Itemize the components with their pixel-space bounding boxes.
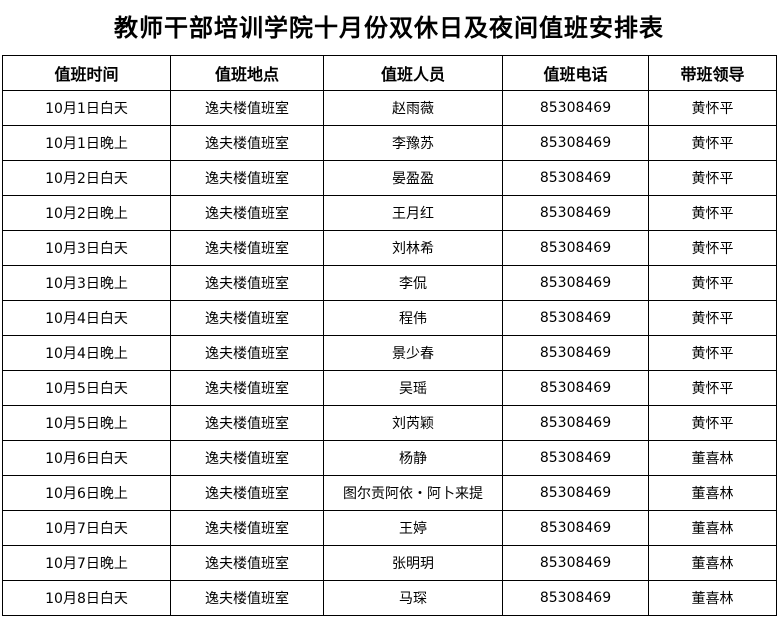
cell-duty-phone: 85308469: [502, 440, 649, 476]
cell-duty-location: 逸夫楼值班室: [170, 440, 324, 476]
cell-duty-location: 逸夫楼值班室: [170, 300, 324, 336]
cell-duty-time: 10月8日白天: [2, 580, 171, 616]
table-row: 10月6日晚上 逸夫楼值班室 图尔贡阿依・阿卜来提 85308469 董喜林: [2, 475, 777, 511]
cell-duty-phone: 85308469: [502, 230, 649, 266]
table-row: 10月3日晚上 逸夫楼值班室 李侃 85308469 黄怀平: [2, 265, 777, 301]
cell-duty-location: 逸夫楼值班室: [170, 230, 324, 266]
cell-leader: 董喜林: [648, 475, 777, 511]
cell-duty-staff: 程伟: [323, 300, 503, 336]
column-header-duty-time: 值班时间: [2, 55, 171, 91]
cell-leader: 董喜林: [648, 510, 777, 546]
table-row: 10月1日晚上 逸夫楼值班室 李豫苏 85308469 黄怀平: [2, 125, 777, 161]
cell-duty-time: 10月4日白天: [2, 300, 171, 336]
cell-duty-time: 10月1日白天: [2, 90, 171, 126]
cell-duty-location: 逸夫楼值班室: [170, 335, 324, 371]
cell-duty-time: 10月5日晚上: [2, 405, 171, 441]
cell-duty-time: 10月4日晚上: [2, 335, 171, 371]
cell-duty-location: 逸夫楼值班室: [170, 510, 324, 546]
cell-duty-phone: 85308469: [502, 125, 649, 161]
table-row: 10月1日白天 逸夫楼值班室 赵雨薇 85308469 黄怀平: [2, 90, 777, 126]
cell-duty-phone: 85308469: [502, 300, 649, 336]
duty-schedule-table: 值班时间 值班地点 值班人员 值班电话 带班领导 10月1日白天 逸夫楼值班室 赵雨薇 853…: [2, 55, 777, 616]
cell-duty-staff: 李豫苏: [323, 125, 503, 161]
cell-duty-phone: 85308469: [502, 405, 649, 441]
table-row: 10月3日白天 逸夫楼值班室 刘林希 85308469 黄怀平: [2, 230, 777, 266]
cell-leader: 董喜林: [648, 580, 777, 616]
table-row: 10月5日白天 逸夫楼值班室 吴瑶 85308469 黄怀平: [2, 370, 777, 406]
column-header-duty-phone: 值班电话: [502, 55, 649, 91]
cell-leader: 黄怀平: [648, 160, 777, 196]
cell-duty-staff: 吴瑶: [323, 370, 503, 406]
cell-duty-time: 10月7日白天: [2, 510, 171, 546]
table-row: 10月4日白天 逸夫楼值班室 程伟 85308469 黄怀平: [2, 300, 777, 336]
cell-duty-location: 逸夫楼值班室: [170, 405, 324, 441]
cell-leader: 黄怀平: [648, 90, 777, 126]
cell-duty-phone: 85308469: [502, 580, 649, 616]
cell-duty-location: 逸夫楼值班室: [170, 370, 324, 406]
cell-duty-phone: 85308469: [502, 510, 649, 546]
cell-duty-staff: 刘林希: [323, 230, 503, 266]
cell-duty-staff: 张明玥: [323, 545, 503, 581]
cell-duty-location: 逸夫楼值班室: [170, 475, 324, 511]
cell-duty-phone: 85308469: [502, 195, 649, 231]
cell-duty-phone: 85308469: [502, 90, 649, 126]
cell-leader: 黄怀平: [648, 370, 777, 406]
cell-duty-time: 10月3日白天: [2, 230, 171, 266]
cell-duty-staff: 景少春: [323, 335, 503, 371]
table-row: 10月7日白天 逸夫楼值班室 王婷 85308469 董喜林: [2, 510, 777, 546]
table-row: 10月8日白天 逸夫楼值班室 马琛 85308469 董喜林: [2, 580, 777, 616]
cell-leader: 董喜林: [648, 545, 777, 581]
cell-duty-time: 10月3日晚上: [2, 265, 171, 301]
cell-duty-time: 10月5日白天: [2, 370, 171, 406]
cell-duty-staff: 图尔贡阿依・阿卜来提: [323, 475, 503, 511]
cell-duty-phone: 85308469: [502, 545, 649, 581]
table-row: 10月7日晚上 逸夫楼值班室 张明玥 85308469 董喜林: [2, 545, 777, 581]
cell-duty-time: 10月6日晚上: [2, 475, 171, 511]
cell-leader: 黄怀平: [648, 265, 777, 301]
cell-duty-location: 逸夫楼值班室: [170, 195, 324, 231]
cell-duty-phone: 85308469: [502, 370, 649, 406]
cell-duty-staff: 王婷: [323, 510, 503, 546]
cell-duty-staff: 李侃: [323, 265, 503, 301]
cell-leader: 黄怀平: [648, 230, 777, 266]
cell-duty-time: 10月2日晚上: [2, 195, 171, 231]
cell-leader: 黄怀平: [648, 405, 777, 441]
cell-duty-staff: 王月红: [323, 195, 503, 231]
column-header-duty-location: 值班地点: [170, 55, 324, 91]
cell-duty-location: 逸夫楼值班室: [170, 545, 324, 581]
cell-duty-location: 逸夫楼值班室: [170, 125, 324, 161]
table-row: 10月5日晚上 逸夫楼值班室 刘芮颖 85308469 黄怀平: [2, 405, 777, 441]
table-row: 10月4日晚上 逸夫楼值班室 景少春 85308469 黄怀平: [2, 335, 777, 371]
cell-duty-staff: 赵雨薇: [323, 90, 503, 126]
cell-leader: 黄怀平: [648, 195, 777, 231]
cell-leader: 黄怀平: [648, 300, 777, 336]
table-row: 10月2日白天 逸夫楼值班室 晏盈盈 85308469 黄怀平: [2, 160, 777, 196]
column-header-duty-staff: 值班人员: [323, 55, 503, 91]
cell-duty-time: 10月2日白天: [2, 160, 171, 196]
cell-leader: 黄怀平: [648, 335, 777, 371]
cell-leader: 董喜林: [648, 440, 777, 476]
cell-duty-staff: 杨静: [323, 440, 503, 476]
page-title: 教师干部培训学院十月份双休日及夜间值班安排表: [114, 13, 664, 42]
cell-duty-phone: 85308469: [502, 160, 649, 196]
cell-leader: 黄怀平: [648, 125, 777, 161]
cell-duty-location: 逸夫楼值班室: [170, 160, 324, 196]
cell-duty-location: 逸夫楼值班室: [170, 265, 324, 301]
cell-duty-time: 10月6日白天: [2, 440, 171, 476]
cell-duty-time: 10月7日晚上: [2, 545, 171, 581]
cell-duty-staff: 刘芮颖: [323, 405, 503, 441]
cell-duty-time: 10月1日晚上: [2, 125, 171, 161]
cell-duty-staff: 晏盈盈: [323, 160, 503, 196]
cell-duty-location: 逸夫楼值班室: [170, 580, 324, 616]
cell-duty-staff: 马琛: [323, 580, 503, 616]
cell-duty-phone: 85308469: [502, 335, 649, 371]
cell-duty-phone: 85308469: [502, 265, 649, 301]
column-header-leader: 带班领导: [648, 55, 777, 91]
table-row: 10月6日白天 逸夫楼值班室 杨静 85308469 董喜林: [2, 440, 777, 476]
cell-duty-location: 逸夫楼值班室: [170, 90, 324, 126]
table-row: 10月2日晚上 逸夫楼值班室 王月红 85308469 黄怀平: [2, 195, 777, 231]
table-header-row: 值班时间 值班地点 值班人员 值班电话 带班领导: [2, 55, 777, 91]
cell-duty-phone: 85308469: [502, 475, 649, 511]
